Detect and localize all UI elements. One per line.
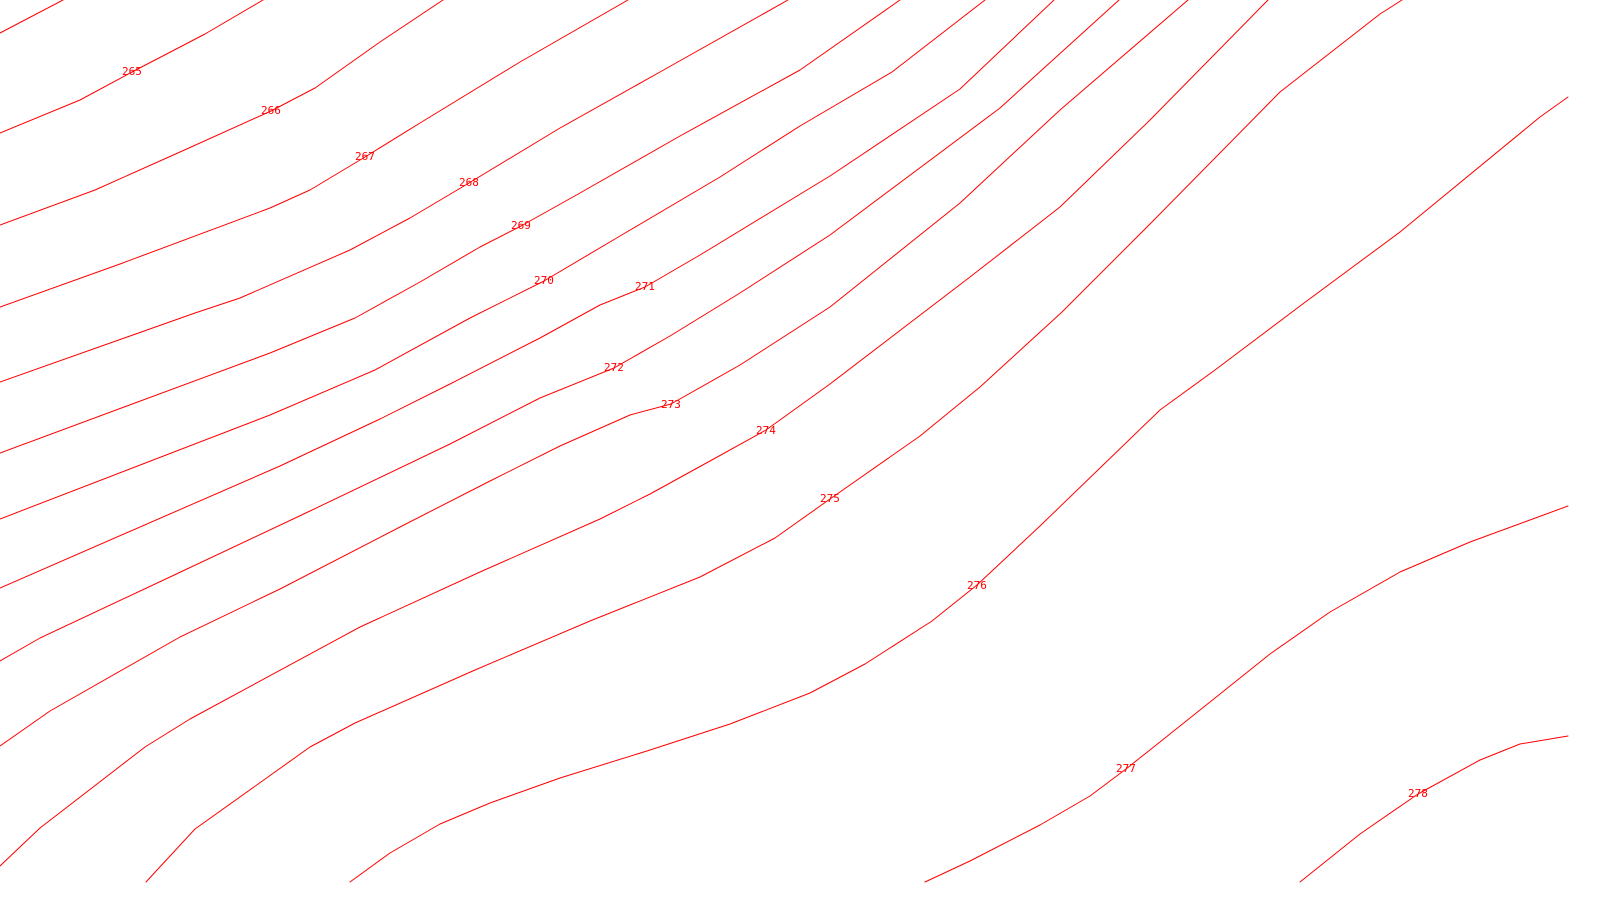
- contour-label-266: 266: [261, 104, 281, 117]
- contour-label-269: 269: [511, 219, 531, 232]
- contour-line-267: [0, 0, 629, 308]
- contour-label-272: 272: [604, 361, 624, 374]
- contour-line-268: [0, 0, 789, 383]
- contour-label-274: 274: [756, 424, 776, 437]
- contour-line-272: [0, 0, 1120, 662]
- contour-label-268: 268: [459, 176, 479, 189]
- contour-label-265: 265: [122, 65, 142, 78]
- contour-line-269: [0, 0, 901, 454]
- contour-label-277: 277: [1116, 762, 1136, 775]
- contour-label-278: 278: [1408, 787, 1428, 800]
- contour-label-275: 275: [820, 492, 840, 505]
- contour-line-274: [0, 0, 1269, 867]
- contour-label-271: 271: [635, 280, 655, 293]
- contour-line-271: [0, 0, 1055, 589]
- contour-label-270: 270: [534, 274, 554, 287]
- contour-line-264: [0, 0, 64, 34]
- contour-line-265: [0, 0, 264, 134]
- contour-line-276: [349, 96, 1569, 883]
- contour-line-266: [0, 0, 444, 226]
- contour-label-267: 267: [355, 150, 375, 163]
- contour-line-273: [0, 0, 1189, 747]
- contour-label-273: 273: [661, 398, 681, 411]
- contour-line-270: [0, 0, 986, 520]
- contour-line-277: [924, 505, 1569, 883]
- contour-line-275: [145, 0, 1403, 883]
- contour-label-276: 276: [967, 579, 987, 592]
- contour-line-278: [1299, 735, 1569, 883]
